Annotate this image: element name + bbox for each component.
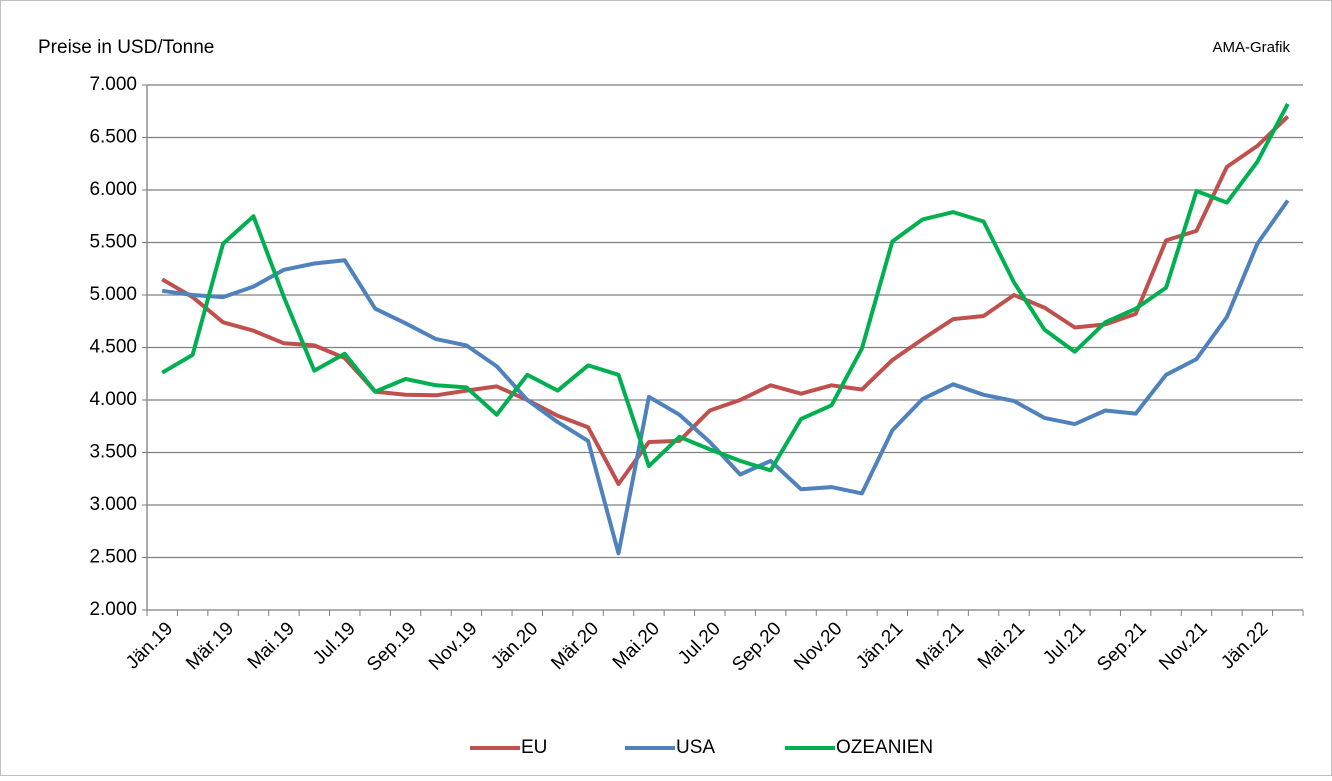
series-line (161, 102, 1290, 473)
y-tick-label: 6.500 (89, 127, 137, 148)
y-axis-label: Preise in USD/Tonne (38, 37, 214, 58)
y-tick-label: 3.500 (89, 442, 137, 463)
y-tick-label: 7.000 (89, 74, 137, 95)
series-line (161, 199, 1290, 556)
y-tick-label: 6.000 (89, 179, 137, 200)
y-tick-label: 2.500 (89, 547, 137, 568)
annotation: AMA-Grafik (1212, 39, 1290, 56)
legend-label: USA (676, 737, 715, 758)
y-tick-label: 4.500 (89, 337, 137, 358)
legend-label: OZEANIEN (836, 737, 933, 758)
y-tick-label: 5.500 (89, 232, 137, 253)
y-tick-label: 3.000 (89, 494, 137, 515)
legend-label: EU (521, 737, 547, 758)
y-tick-label: 4.000 (89, 389, 137, 410)
y-tick-label: 2.000 (89, 599, 137, 620)
y-tick-label: 5.000 (89, 284, 137, 305)
